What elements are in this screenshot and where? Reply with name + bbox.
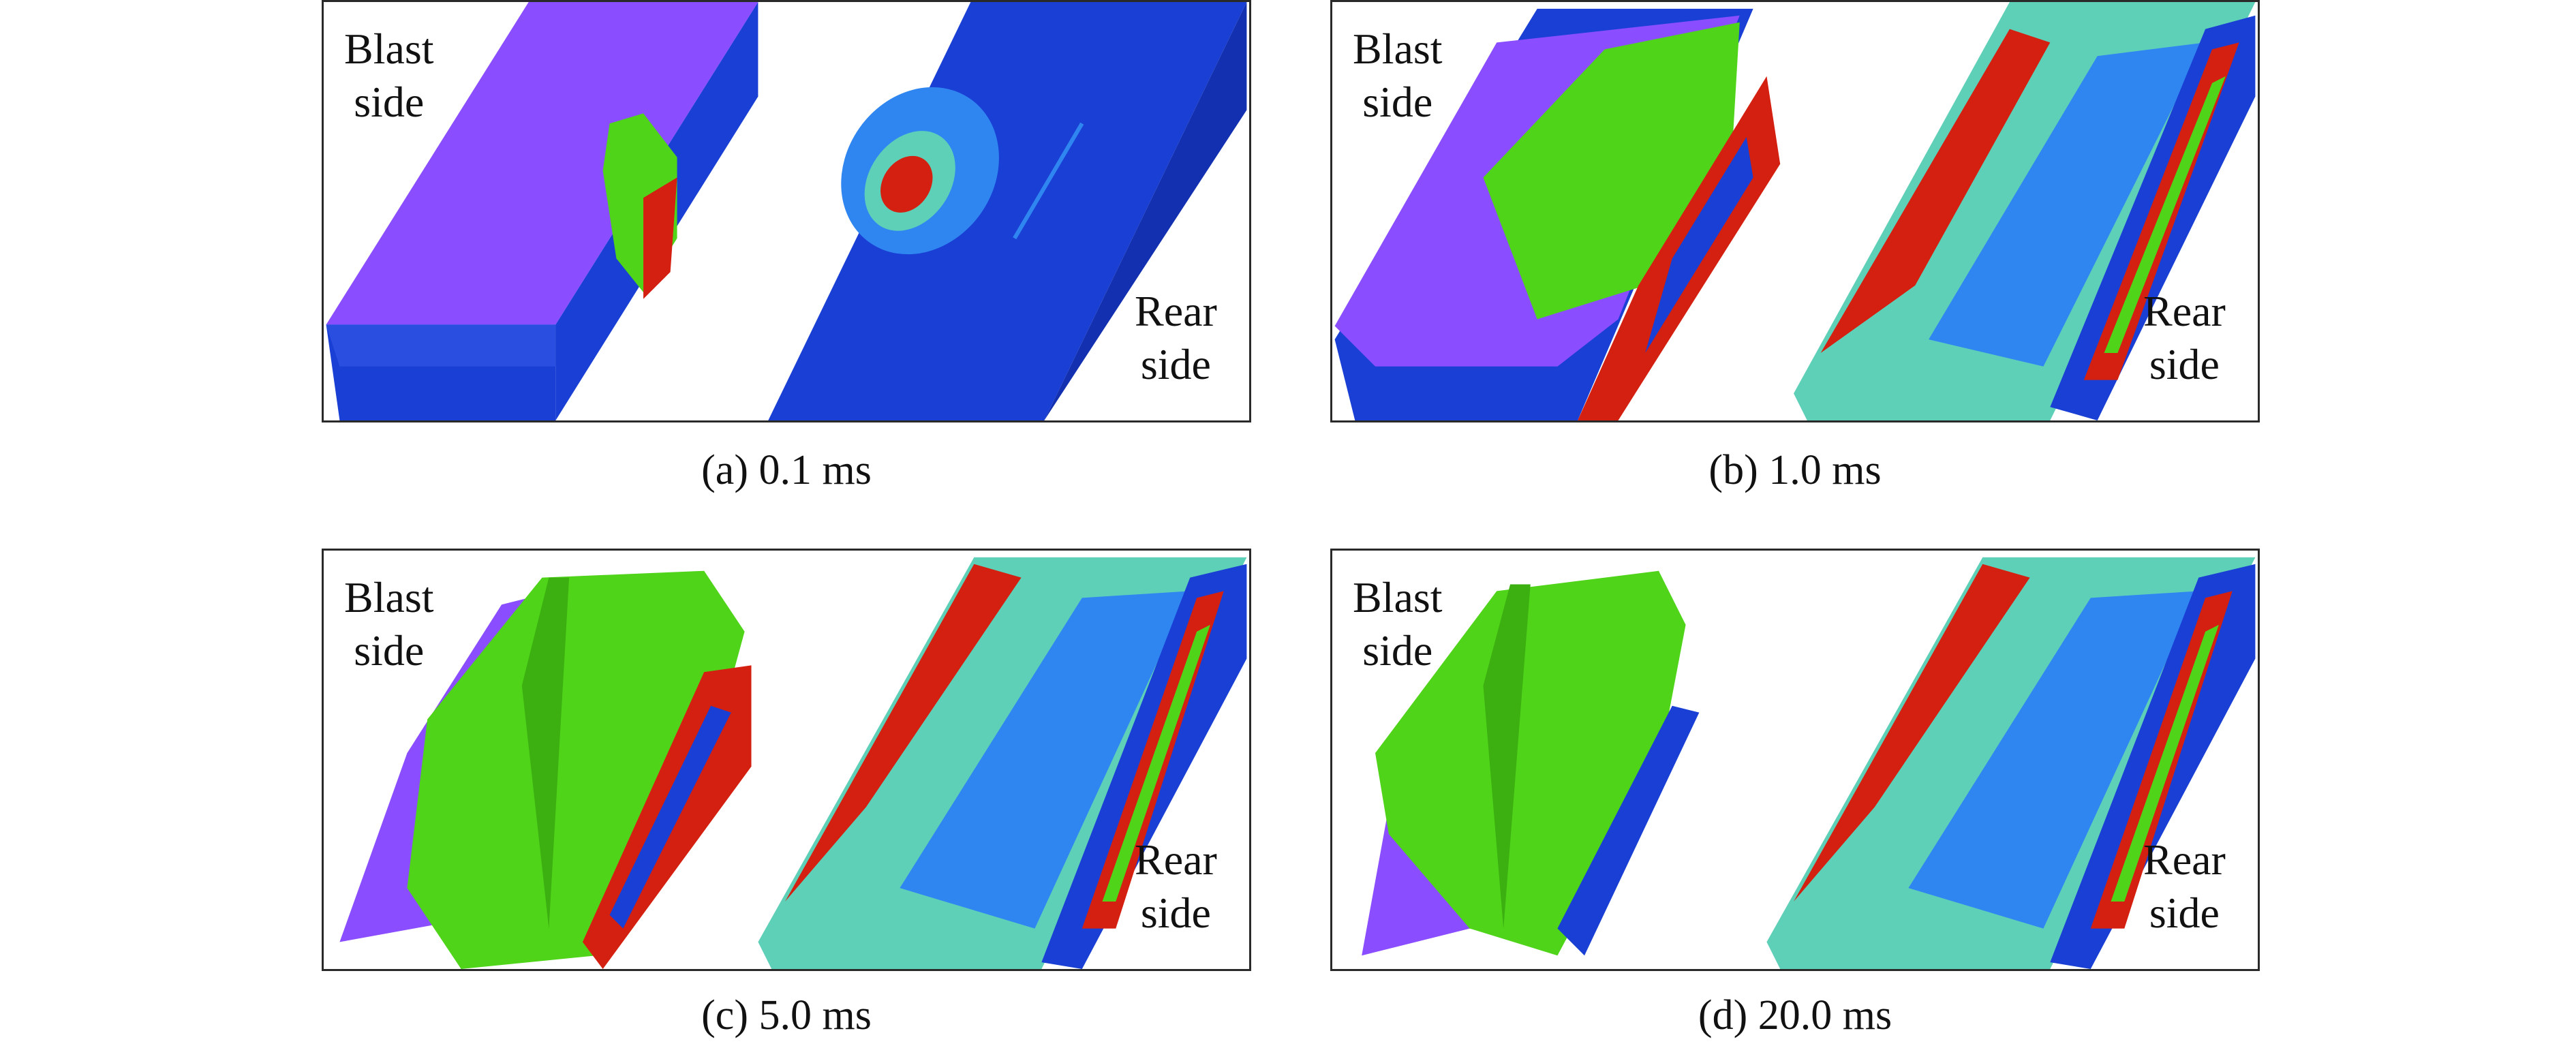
panel-b-simulation	[1334, 2, 2256, 420]
panel-d: Blast side Rear side	[1330, 549, 2260, 971]
panel-c-blast-label: Blast side	[344, 573, 434, 675]
panel-c-simulation	[339, 557, 1247, 969]
panel-c-rear-label: Rear side	[1135, 835, 1217, 937]
panel-d-blast-label: Blast side	[1353, 573, 1443, 675]
panel-b-blast-label: Blast side	[1353, 25, 1443, 126]
panel-d-simulation	[1362, 557, 2256, 969]
panel-d-rear-label: Rear side	[2143, 835, 2226, 937]
panel-b: Blast side Rear side	[1330, 0, 2260, 422]
panel-c-caption: (c) 5.0 ms	[701, 992, 872, 1039]
panel-a-blast-label: Blast side	[344, 25, 434, 126]
panel-b-caption: (b) 1.0 ms	[1708, 447, 1882, 493]
panel-d-caption: (d) 20.0 ms	[1698, 992, 1892, 1039]
panel-a: Blast side Rear side	[322, 0, 1251, 422]
panel-a-simulation	[326, 2, 1247, 420]
panel-a-rear-label: Rear side	[1135, 287, 1217, 388]
panel-a-caption: (a) 0.1 ms	[701, 447, 872, 493]
panel-c: Blast side Rear side	[322, 549, 1251, 971]
panel-b-rear-label: Rear side	[2143, 287, 2226, 388]
